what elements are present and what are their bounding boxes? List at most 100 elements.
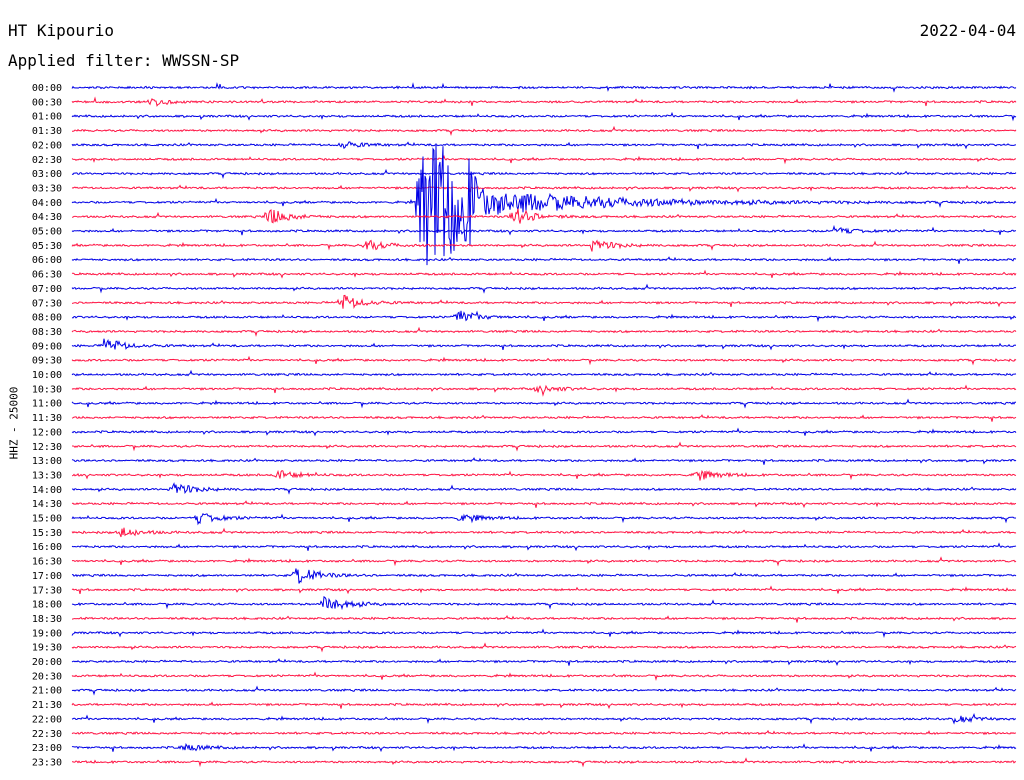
trace-row-1330 xyxy=(71,469,1017,481)
trace-row-1630 xyxy=(71,556,1017,567)
row-label: 22:30 xyxy=(32,729,62,740)
trace-row-0530 xyxy=(71,239,1017,252)
trace-row-1130 xyxy=(71,414,1017,422)
station-title: HT Kipourio xyxy=(8,21,114,40)
row-label: 20:30 xyxy=(32,671,62,682)
trace-row-0730 xyxy=(71,294,1017,309)
trace-row-1400 xyxy=(71,482,1017,495)
row-label: 18:00 xyxy=(32,600,62,611)
trace-row-1030 xyxy=(71,384,1017,397)
trace-row-2000 xyxy=(71,658,1017,667)
trace-row-0400 xyxy=(71,143,1017,266)
row-label: 19:00 xyxy=(32,628,62,639)
row-label: 23:00 xyxy=(32,743,62,754)
row-label: 08:30 xyxy=(32,327,62,338)
row-label: 15:00 xyxy=(32,514,62,525)
trace-row-1930 xyxy=(71,642,1017,653)
trace-row-1430 xyxy=(71,500,1017,509)
row-label: 14:00 xyxy=(32,485,62,496)
row-label: 22:00 xyxy=(32,714,62,725)
trace-row-1500 xyxy=(71,512,1017,526)
row-label: 03:00 xyxy=(32,169,62,180)
trace-row-1530 xyxy=(71,527,1017,538)
trace-row-0500 xyxy=(71,224,1016,236)
row-label: 09:00 xyxy=(32,341,62,352)
row-label: 12:30 xyxy=(32,442,62,453)
trace-row-0430 xyxy=(71,208,1017,224)
trace-row-1300 xyxy=(71,457,1017,465)
row-label: 05:00 xyxy=(32,227,62,238)
trace-row-1000 xyxy=(71,369,1017,377)
trace-row-2300 xyxy=(71,743,1017,753)
trace-row-2130 xyxy=(71,701,1017,710)
row-label: 17:00 xyxy=(32,571,62,582)
row-tick-labels: 00:00 00:30 01:00 01:30 02:00 02:30 03:00 03:30… xyxy=(32,83,62,768)
row-label: 17:30 xyxy=(32,585,62,596)
row-label: 10:30 xyxy=(32,384,62,395)
row-label: 23:30 xyxy=(32,757,62,768)
date-label: 2022-04-04 xyxy=(919,21,1016,40)
row-label: 08:00 xyxy=(32,313,62,324)
row-label: 04:30 xyxy=(32,212,62,223)
trace-row-0030 xyxy=(71,96,1017,107)
trace-row-2230 xyxy=(71,729,1017,736)
trace-row-1600 xyxy=(71,542,1017,552)
row-label: 18:30 xyxy=(32,614,62,625)
row-label: 12:00 xyxy=(32,427,62,438)
row-label: 09:30 xyxy=(32,356,62,367)
trace-row-1230 xyxy=(71,441,1017,452)
trace-row-1730 xyxy=(71,585,1017,595)
trace-row-0800 xyxy=(71,310,1017,323)
row-label: 05:30 xyxy=(32,241,62,252)
row-label: 07:00 xyxy=(32,284,62,295)
row-label: 20:00 xyxy=(32,657,62,668)
row-label: 19:30 xyxy=(32,643,62,654)
trace-row-0330 xyxy=(71,184,1017,193)
trace-row-0830 xyxy=(71,326,1017,337)
row-label: 13:00 xyxy=(32,456,62,467)
trace-row-1900 xyxy=(71,628,1017,638)
trace-row-0100 xyxy=(71,111,1017,122)
row-label: 11:30 xyxy=(32,413,62,424)
row-label: 11:00 xyxy=(32,399,62,410)
row-label: 13:30 xyxy=(32,470,62,481)
filter-label: Applied filter: WWSSN-SP xyxy=(8,51,240,70)
seismic-traces xyxy=(71,82,1017,768)
row-label: 02:30 xyxy=(32,155,62,166)
row-label: 00:30 xyxy=(32,97,62,108)
row-label: 06:00 xyxy=(32,255,62,266)
row-label: 21:00 xyxy=(32,686,62,697)
trace-row-0130 xyxy=(72,125,1017,136)
row-label: 16:30 xyxy=(32,557,62,568)
row-label: 01:00 xyxy=(32,112,62,123)
trace-row-0300 xyxy=(71,168,1017,180)
trace-row-2330 xyxy=(71,757,1017,768)
trace-row-0700 xyxy=(71,283,1017,294)
row-label: 16:00 xyxy=(32,542,62,553)
row-label: 06:30 xyxy=(32,270,62,281)
row-label: 10:00 xyxy=(32,370,62,381)
trace-row-0630 xyxy=(71,269,1017,279)
trace-row-1100 xyxy=(71,398,1017,409)
row-label: 07:30 xyxy=(32,298,62,309)
trace-row-0900 xyxy=(71,338,1017,351)
trace-row-2200 xyxy=(71,713,1017,725)
row-label: 14:30 xyxy=(32,499,62,510)
trace-row-1800 xyxy=(71,596,1017,611)
trace-row-1200 xyxy=(71,427,1017,437)
trace-row-2100 xyxy=(71,685,1017,696)
trace-row-1830 xyxy=(71,615,1017,623)
trace-row-0200 xyxy=(71,141,1017,150)
trace-row-0600 xyxy=(71,256,1017,264)
row-label: 03:30 xyxy=(32,183,62,194)
row-label: 21:30 xyxy=(32,700,62,711)
trace-row-2030 xyxy=(71,671,1017,682)
trace-row-0230 xyxy=(71,154,1017,165)
row-label: 01:30 xyxy=(32,126,62,137)
row-label: 00:00 xyxy=(32,83,62,94)
row-label: 15:30 xyxy=(32,528,62,539)
trace-row-0930 xyxy=(71,355,1017,366)
row-label: 02:00 xyxy=(32,140,62,151)
trace-row-1700 xyxy=(71,568,1017,584)
